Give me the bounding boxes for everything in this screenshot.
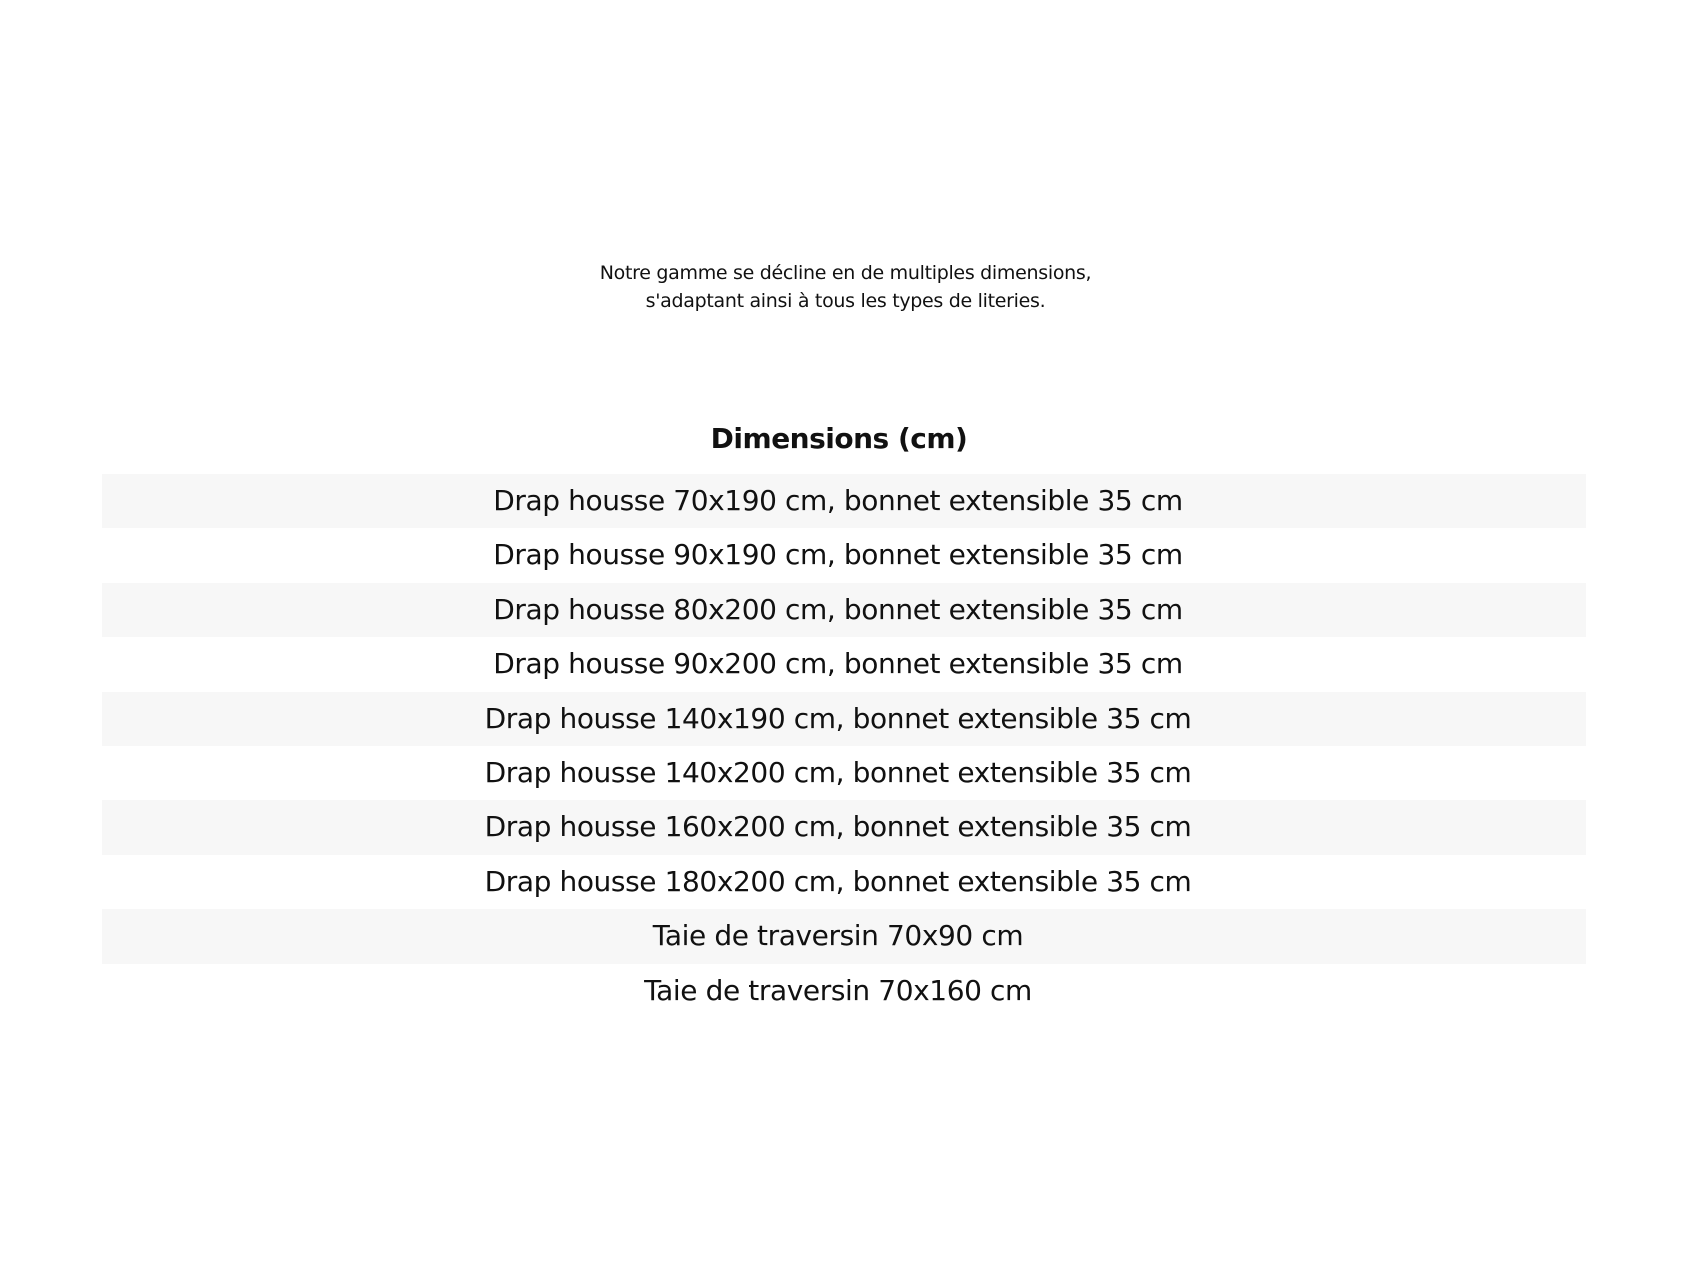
table-row: Drap housse 160x200 cm, bonnet extensibl…	[102, 800, 1586, 855]
table-row: Drap housse 140x190 cm, bonnet extensibl…	[102, 691, 1586, 746]
table-row: Drap housse 140x200 cm, bonnet extensibl…	[484, 755, 1192, 789]
dimensions-table: Drap housse 70x190 cm, bonnet extensible…	[102, 474, 1586, 1018]
table-row: Drap housse 80x200 cm, bonnet extensible…	[102, 582, 1586, 638]
table-row: Drap housse 180x200 cm, bonnet extensibl…	[484, 864, 1192, 898]
intro-line-1: Notre gamme se décline en de multiples d…	[599, 262, 1092, 284]
intro-text: Notre gamme se décline en de multiples d…	[0, 259, 1691, 315]
table-row: Drap housse 90x190 cm, bonnet extensible…	[493, 538, 1183, 572]
table-row: Drap housse 90x200 cm, bonnet extensible…	[493, 647, 1183, 681]
table-header: Dimensions (cm)	[710, 422, 968, 455]
intro-line-2: s'adaptant ainsi à tous les types de lit…	[645, 290, 1046, 312]
table-row: Taie de traversin 70x160 cm	[644, 973, 1032, 1007]
table-row: Taie de traversin 70x90 cm	[102, 909, 1586, 964]
table-row: Drap housse 70x190 cm, bonnet extensible…	[102, 474, 1586, 529]
